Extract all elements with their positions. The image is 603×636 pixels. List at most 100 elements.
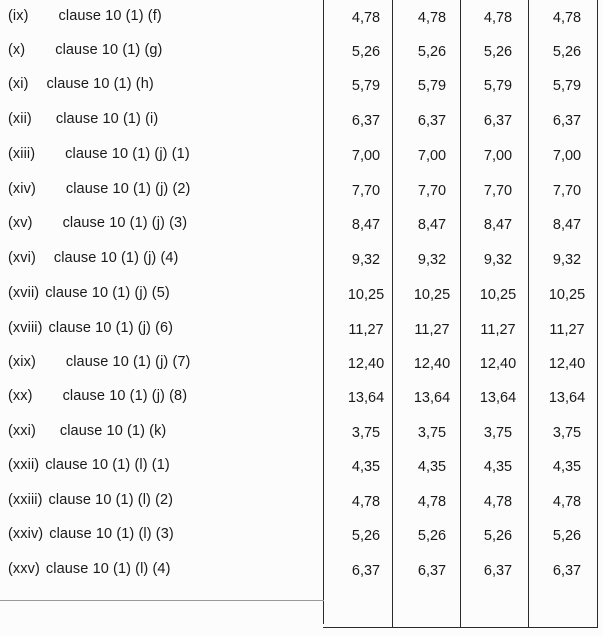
- rate-value-col-4: 7,00: [552, 148, 582, 164]
- row-label: (x) clause 10 (1) (g): [8, 42, 163, 58]
- clause-reference: clause 10 (1) (i): [55, 111, 159, 127]
- row-label: (xxiv) clause 10 (1) (l) (3): [8, 526, 174, 542]
- row-number: (xiv): [8, 181, 36, 197]
- rate-value-col-1: 5,79: [351, 78, 381, 94]
- rate-value-col-3: 11,27: [480, 322, 516, 338]
- rate-value-col-2: 9,32: [417, 252, 447, 268]
- table-row: (xxiv) clause 10 (1) (l) (3) 5,26 5,26 5,26 5…: [0, 526, 603, 561]
- rate-value-col-2: 7,70: [417, 183, 447, 199]
- row-number: (xx): [8, 388, 33, 404]
- rate-value-col-3: 4,78: [483, 10, 513, 26]
- rate-value-col-1: 12,40: [347, 356, 385, 372]
- rate-value-col-4: 6,37: [552, 113, 582, 129]
- table-row: (xxv) clause 10 (1) (l) (4) 6,37 6,37 6,37 6,…: [0, 561, 603, 596]
- rate-value-col-3: 5,26: [483, 44, 513, 60]
- clause-reference: clause 10 (1) (h): [46, 76, 154, 92]
- rate-value-col-4: 9,32: [552, 252, 582, 268]
- rate-value-col-4: 5,79: [552, 78, 582, 94]
- faint-rule-left: [0, 600, 324, 601]
- clause-reference: clause 10 (1) (j) (8): [62, 388, 188, 404]
- rate-value-col-3: 5,79: [483, 78, 513, 94]
- clause-reference: clause 10 (1) (j) (7): [65, 354, 191, 370]
- table-row: (xii) clause 10 (1) (i) 6,37 6,37 6,37 6,37: [0, 111, 603, 146]
- row-label: (xxii) clause 10 (1) (l) (1): [8, 457, 170, 473]
- row-label: (ix) clause 10 (1) (f): [8, 8, 162, 24]
- table-right-border: [597, 0, 598, 628]
- row-label: (xxiii) clause 10 (1) (l) (2): [8, 492, 173, 508]
- rate-value-col-1: 11,27: [348, 322, 384, 338]
- rate-value-col-3: 10,25: [479, 287, 517, 303]
- clause-reference: clause 10 (1) (g): [55, 42, 163, 58]
- row-number: (xxv): [8, 561, 40, 577]
- column-divider-3: [460, 0, 461, 628]
- row-label: (xiii) clause 10 (1) (j) (1): [8, 146, 190, 162]
- table-row: (xi) clause 10 (1) (h) 5,79 5,79 5,79 5,79: [0, 76, 603, 111]
- rate-value-col-4: 7,70: [552, 183, 582, 199]
- row-number: (xviii): [8, 320, 43, 336]
- rate-value-col-3: 7,70: [483, 183, 513, 199]
- rate-value-col-4: 10,25: [548, 287, 586, 303]
- column-divider-4: [528, 0, 529, 628]
- clause-reference: clause 10 (1) (l) (3): [49, 526, 174, 542]
- table-row: (ix) clause 10 (1) (f) 4,78 4,78 4,78 4,78: [0, 8, 603, 43]
- table-row: (xvii) clause 10 (1) (j) (5) 10,25 10,25 10,…: [0, 285, 603, 320]
- table-row: (xviii) clause 10 (1) (j) (6) 11,27 11,27 11…: [0, 320, 603, 355]
- row-label: (xviii) clause 10 (1) (j) (6): [8, 320, 173, 336]
- row-label: (xiv) clause 10 (1) (j) (2): [8, 181, 190, 197]
- row-label: (xii) clause 10 (1) (i): [8, 111, 158, 127]
- rate-value-col-2: 4,78: [417, 10, 447, 26]
- row-number: (x): [8, 42, 26, 58]
- clause-reference: clause 10 (1) (j) (4): [53, 250, 179, 266]
- rate-value-col-2: 4,35: [417, 459, 447, 475]
- table-row: (xx) clause 10 (1) (j) (8) 13,64 13,64 13,64…: [0, 388, 603, 423]
- rate-value-col-4: 6,37: [552, 563, 582, 579]
- column-divider-1: [323, 0, 324, 624]
- rate-value-col-1: 4,35: [351, 459, 381, 475]
- clause-reference: clause 10 (1) (l) (1): [45, 457, 170, 473]
- row-number: (xxiii): [8, 492, 43, 508]
- clause-reference: clause 10 (1) (l) (4): [45, 561, 171, 577]
- rate-value-col-4: 3,75: [552, 425, 582, 441]
- rate-value-col-3: 12,40: [479, 356, 517, 372]
- rate-value-col-1: 5,26: [351, 528, 381, 544]
- rate-value-col-2: 5,26: [417, 44, 447, 60]
- rate-value-col-4: 8,47: [552, 217, 582, 233]
- rate-value-col-2: 12,40: [413, 356, 451, 372]
- row-label: (xx) clause 10 (1) (j) (8): [8, 388, 187, 404]
- rate-value-col-2: 5,79: [417, 78, 447, 94]
- row-label: (xix) clause 10 (1) (j) (7): [8, 354, 190, 370]
- clause-reference: clause 10 (1) (j) (1): [65, 146, 190, 162]
- rate-value-col-2: 6,37: [417, 113, 447, 129]
- row-label: (xv) clause 10 (1) (j) (3): [8, 215, 187, 231]
- rate-value-col-2: 4,78: [417, 494, 447, 510]
- row-label: (xvii) clause 10 (1) (j) (5): [8, 285, 170, 301]
- clause-reference: clause 10 (1) (j) (5): [45, 285, 170, 301]
- column-divider-2: [392, 0, 393, 628]
- rate-value-col-1: 6,37: [351, 563, 381, 579]
- rate-value-col-1: 7,70: [351, 183, 381, 199]
- rate-value-col-1: 13,64: [347, 390, 385, 406]
- rate-value-col-4: 4,78: [552, 494, 582, 510]
- row-number: (xvi): [8, 250, 36, 266]
- table-row: (xiv) clause 10 (1) (j) (2) 7,70 7,70 7,70 7,…: [0, 181, 603, 216]
- rate-value-col-1: 7,00: [351, 148, 381, 164]
- rate-value-col-3: 13,64: [479, 390, 517, 406]
- rate-value-col-2: 3,75: [417, 425, 447, 441]
- rate-value-col-4: 5,26: [552, 528, 582, 544]
- rate-value-col-3: 3,75: [483, 425, 513, 441]
- rate-value-col-2: 6,37: [417, 563, 447, 579]
- row-label: (xxi) clause 10 (1) (k): [8, 423, 166, 439]
- row-number: (xvii): [8, 285, 40, 301]
- clause-reference: clause 10 (1) (k): [59, 423, 167, 439]
- row-label: (xi) clause 10 (1) (h): [8, 76, 154, 92]
- table-row: (xv) clause 10 (1) (j) (3) 8,47 8,47 8,47 8,4…: [0, 215, 603, 250]
- row-number: (xxii): [8, 457, 40, 473]
- clause-reference: clause 10 (1) (j) (6): [48, 320, 174, 336]
- rate-value-col-4: 4,78: [552, 10, 582, 26]
- rate-value-col-2: 11,27: [414, 322, 450, 338]
- table-row: (xiii) clause 10 (1) (j) (1) 7,00 7,00 7,00 7…: [0, 146, 603, 181]
- rate-value-col-4: 11,27: [549, 322, 585, 338]
- rate-value-col-3: 4,78: [483, 494, 513, 510]
- rate-value-col-2: 7,00: [417, 148, 447, 164]
- rate-value-col-1: 9,32: [351, 252, 381, 268]
